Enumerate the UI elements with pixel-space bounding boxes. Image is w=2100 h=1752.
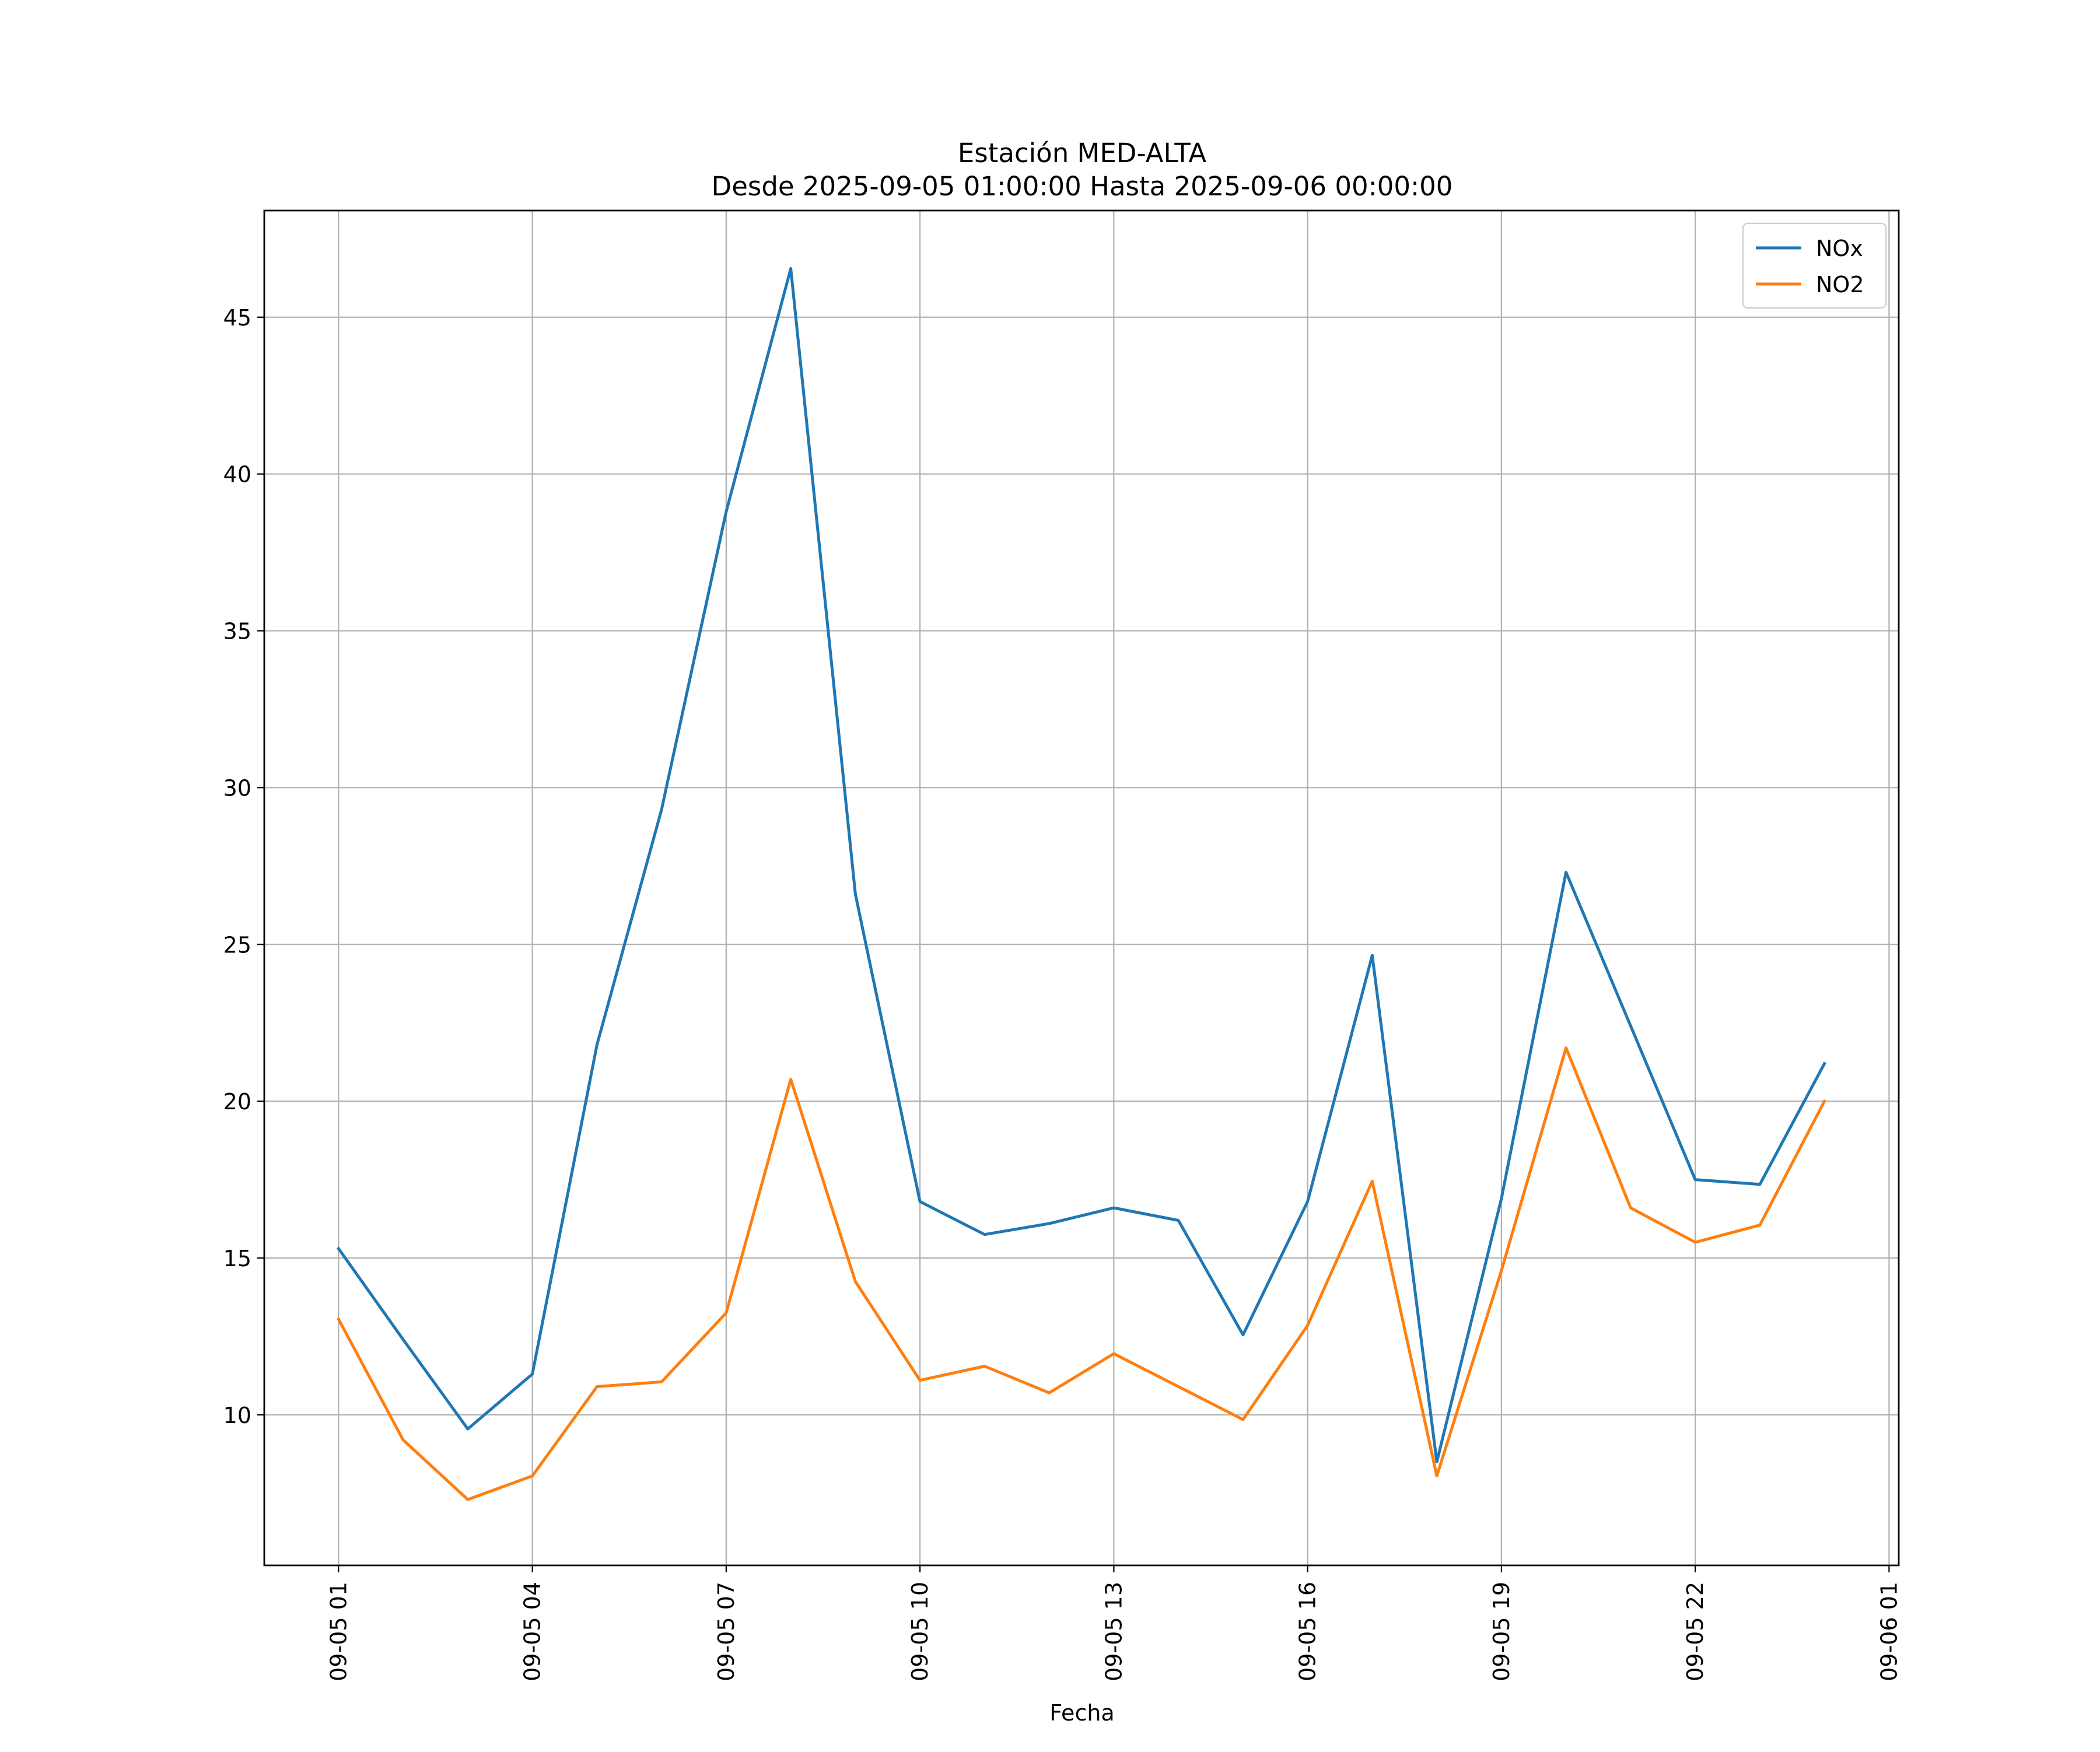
grid-lines [264,211,1899,1565]
y-tick-label: 15 [223,1246,251,1271]
axis-ticks: 09-05 01 09-05 04 09-05 07 09-05 10 09-05 13… [223,305,1902,1681]
y-tick-label: 30 [223,775,251,801]
y-tick-label: 25 [223,932,251,958]
axes-border [263,209,1900,1567]
x-axis-label: Fecha [1049,1700,1114,1726]
x-tick-label: 09-05 22 [1682,1582,1708,1681]
x-tick-label: 09-05 01 [326,1582,351,1681]
x-tick-label: 09-05 19 [1489,1582,1514,1681]
x-tick-label: 09-05 13 [1101,1582,1126,1681]
legend-label-nox: NOx [1816,236,1863,261]
y-tick-label: 40 [223,462,251,488]
axes-frame [263,209,1900,1567]
series-line-nox [336,267,1826,1463]
legend-box [1742,222,1887,309]
series-line-no2 [337,1046,1826,1501]
y-tick-label: 20 [223,1089,251,1115]
y-tick-label: 45 [223,305,251,331]
y-tick-label: 10 [223,1403,251,1428]
x-tick-label: 09-05 16 [1295,1582,1321,1681]
chart-title: Estación MED-ALTA [958,138,1207,169]
x-tick-label: 09-05 10 [907,1582,933,1681]
legend: NOx NO2 [1742,222,1887,309]
y-tick-label: 35 [223,619,251,644]
x-tick-label: 09-05 07 [713,1582,739,1681]
legend-label-no2: NO2 [1816,272,1864,297]
series-lines [336,267,1826,1501]
x-tick-label: 09-06 01 [1876,1582,1902,1681]
x-tick-label: 09-05 04 [520,1582,545,1681]
chart-subtitle: Desde 2025-09-05 01:00:00 Hasta 2025-09-… [712,171,1453,202]
